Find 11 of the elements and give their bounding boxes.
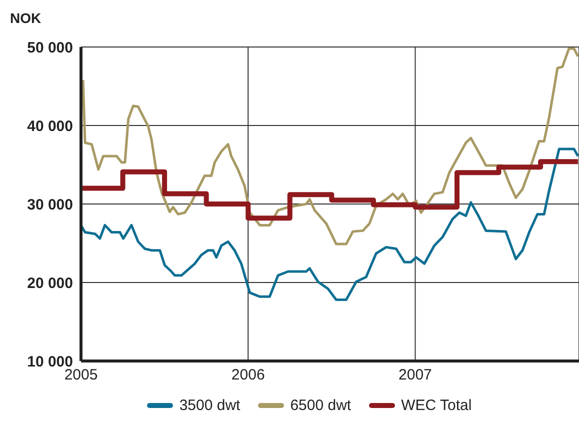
x-tick-label: 2006 <box>231 366 265 384</box>
x-tick-label: 2007 <box>398 366 432 384</box>
y-tick-label: 20 000 <box>27 274 73 292</box>
y-tick-label: 40 000 <box>27 118 73 135</box>
legend-label: WEC Total <box>401 397 472 414</box>
line-series <box>81 148 579 302</box>
y-axis-title: NOK <box>10 10 42 26</box>
y-tick-label: 50 000 <box>27 39 73 56</box>
legend-label: 3500 dwt <box>179 397 240 414</box>
legend-label: 6500 dwt <box>290 397 352 414</box>
y-tick-label: 30 000 <box>27 196 73 214</box>
